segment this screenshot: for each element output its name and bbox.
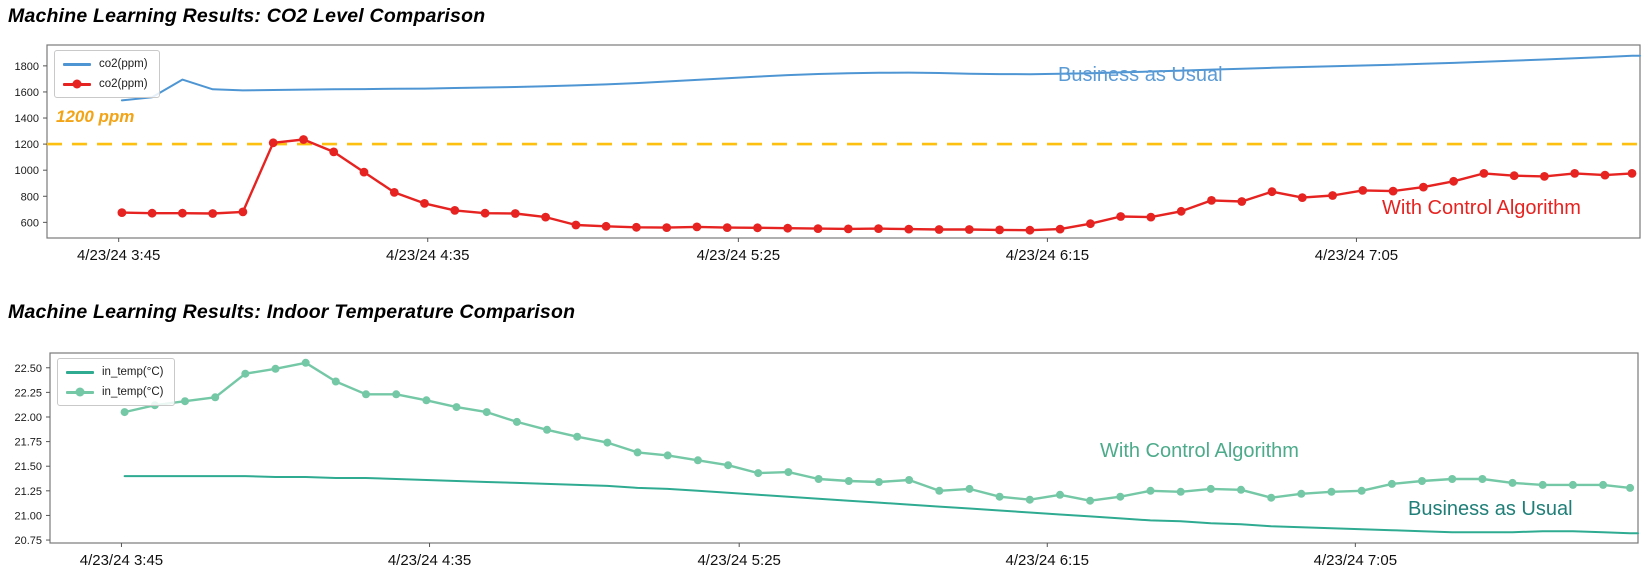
co2-legend: co2(ppm) co2(ppm) — [54, 50, 160, 98]
svg-text:22.00: 22.00 — [14, 412, 42, 424]
svg-text:20.75: 20.75 — [14, 535, 42, 547]
annotation-temp-business-as-usual: Business as Usual — [1408, 498, 1573, 520]
svg-text:21.00: 21.00 — [14, 510, 42, 522]
svg-text:4/23/24 5:25: 4/23/24 5:25 — [697, 552, 780, 569]
annotation-temp-with-control-algorithm: With Control Algorithm — [1100, 440, 1299, 462]
svg-text:1000: 1000 — [15, 165, 39, 177]
annotation-co2-with-control-algorithm: With Control Algorithm — [1382, 197, 1581, 219]
svg-text:4/23/24 6:15: 4/23/24 6:15 — [1006, 552, 1089, 569]
svg-text:21.75: 21.75 — [14, 437, 42, 449]
svg-text:1800: 1800 — [15, 61, 39, 73]
line-swatch-icon — [66, 367, 94, 377]
svg-text:1200: 1200 — [15, 139, 39, 151]
legend-item-temp-business: in_temp(°C) — [66, 364, 163, 380]
svg-text:22.50: 22.50 — [14, 363, 42, 375]
legend-label: in_temp(°C) — [102, 366, 164, 378]
annotation-co2-business-as-usual: Business as Usual — [1058, 64, 1223, 86]
temperature-legend: in_temp(°C) in_temp(°C) — [57, 358, 176, 406]
svg-text:1600: 1600 — [15, 87, 39, 99]
svg-text:4/23/24 6:15: 4/23/24 6:15 — [1006, 247, 1089, 264]
line-marker-swatch-icon — [66, 387, 94, 397]
svg-text:21.50: 21.50 — [14, 461, 42, 473]
svg-text:4/23/24 4:35: 4/23/24 4:35 — [388, 552, 471, 569]
svg-text:1400: 1400 — [15, 113, 39, 125]
svg-text:4/23/24 5:25: 4/23/24 5:25 — [697, 247, 780, 264]
svg-text:4/23/24 3:45: 4/23/24 3:45 — [80, 552, 163, 569]
svg-text:22.25: 22.25 — [14, 387, 42, 399]
legend-label: co2(ppm) — [99, 58, 148, 70]
legend-item-temp-control: in_temp(°C) — [66, 384, 163, 400]
annotation-1200-ppm-threshold: 1200 ppm — [56, 107, 135, 126]
svg-text:4/23/24 7:05: 4/23/24 7:05 — [1315, 247, 1398, 264]
legend-item-co2-business: co2(ppm) — [63, 56, 148, 72]
temperature-chart-title: Machine Learning Results: Indoor Tempera… — [8, 301, 576, 323]
legend-item-co2-control: co2(ppm) — [63, 76, 148, 92]
co2-chart-title: Machine Learning Results: CO2 Level Comp… — [8, 5, 486, 27]
svg-text:21.25: 21.25 — [14, 486, 42, 498]
legend-label: in_temp(°C) — [102, 386, 164, 398]
svg-text:600: 600 — [21, 217, 39, 229]
svg-text:4/23/24 4:35: 4/23/24 4:35 — [386, 247, 469, 264]
line-swatch-icon — [63, 59, 91, 69]
svg-text:4/23/24 3:45: 4/23/24 3:45 — [77, 247, 160, 264]
legend-label: co2(ppm) — [99, 78, 148, 90]
line-marker-swatch-icon — [63, 79, 91, 89]
svg-text:800: 800 — [21, 191, 39, 203]
svg-text:4/23/24 7:05: 4/23/24 7:05 — [1314, 552, 1397, 569]
